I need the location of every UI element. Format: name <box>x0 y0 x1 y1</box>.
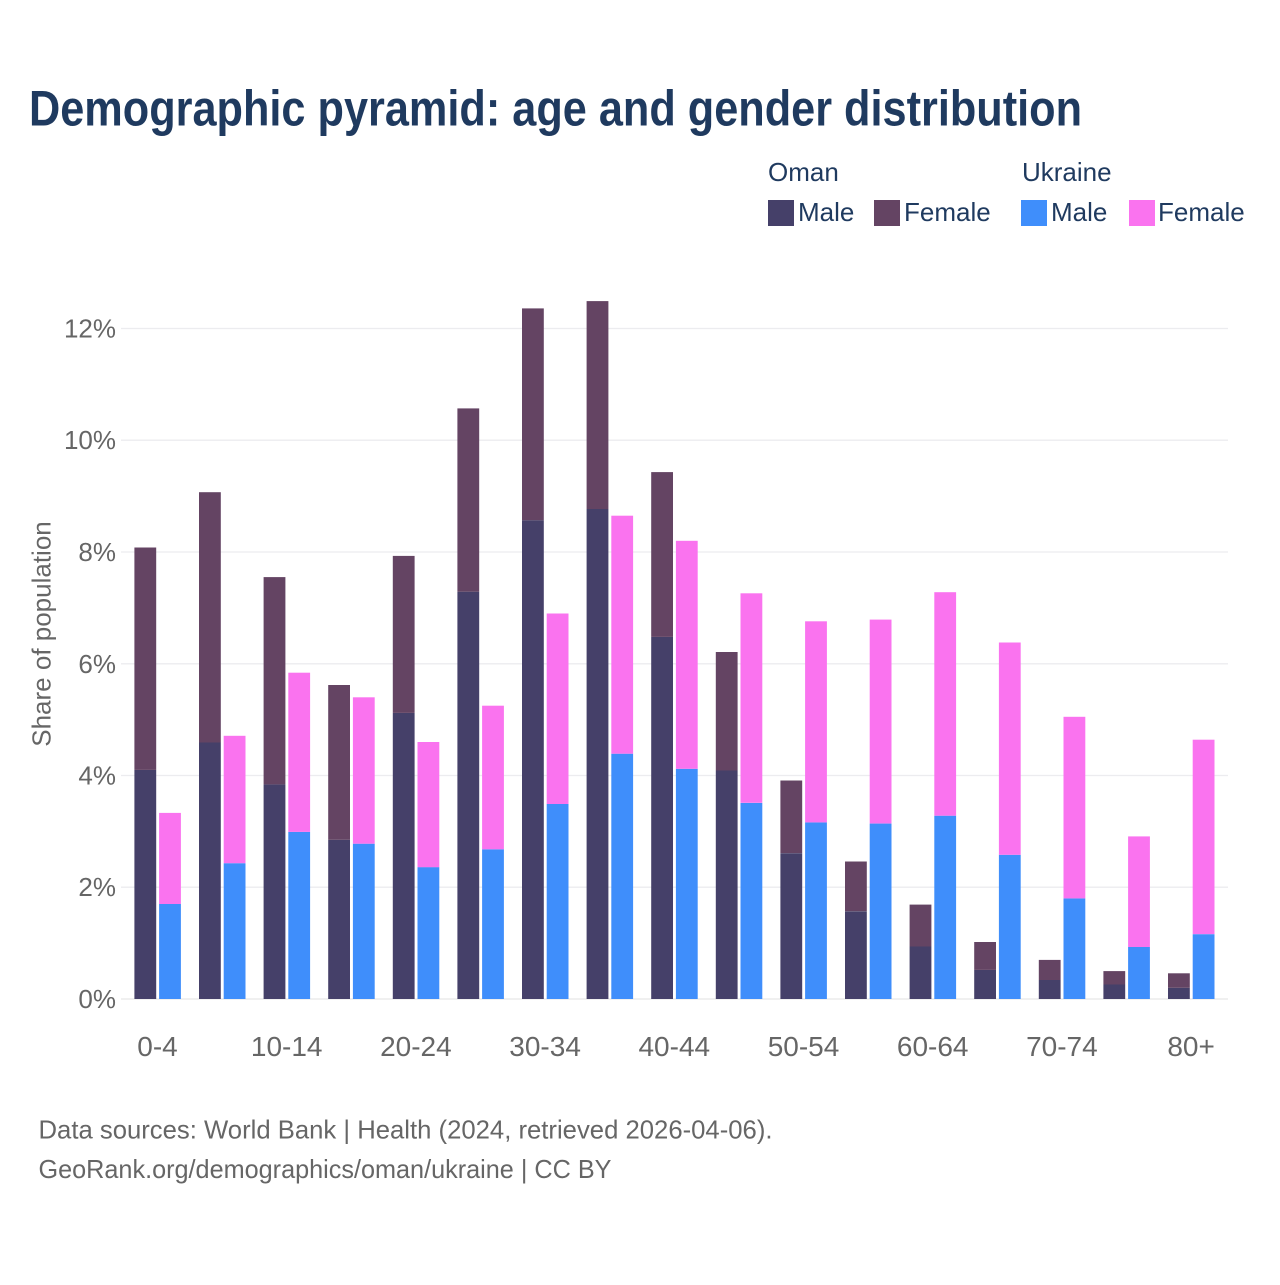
svg-text:0-4: 0-4 <box>137 1031 177 1062</box>
svg-text:10%: 10% <box>64 425 116 455</box>
svg-text:10-14: 10-14 <box>251 1031 323 1062</box>
svg-text:Data sources: World Bank | Hea: Data sources: World Bank | Health (2024,… <box>39 1114 773 1144</box>
svg-text:8%: 8% <box>78 537 116 567</box>
svg-text:Female: Female <box>904 197 991 227</box>
svg-text:GeoRank.org/demographics/oman/: GeoRank.org/demographics/oman/ukraine | … <box>39 1154 612 1184</box>
svg-text:70-74: 70-74 <box>1026 1031 1098 1062</box>
svg-text:30-34: 30-34 <box>509 1031 581 1062</box>
svg-text:60-64: 60-64 <box>897 1031 969 1062</box>
svg-text:4%: 4% <box>78 761 116 791</box>
svg-text:50-54: 50-54 <box>768 1031 840 1062</box>
svg-text:Male: Male <box>798 197 854 227</box>
svg-text:40-44: 40-44 <box>638 1031 710 1062</box>
svg-text:6%: 6% <box>78 649 116 679</box>
svg-text:2%: 2% <box>78 872 116 902</box>
svg-text:80+: 80+ <box>1167 1031 1215 1062</box>
svg-text:20-24: 20-24 <box>380 1031 452 1062</box>
svg-text:Male: Male <box>1051 197 1107 227</box>
svg-text:Female: Female <box>1158 197 1245 227</box>
svg-text:12%: 12% <box>64 314 116 344</box>
svg-text:Ukraine: Ukraine <box>1022 157 1112 187</box>
svg-text:Demographic pyramid: age and g: Demographic pyramid: age and gender dist… <box>29 81 1082 137</box>
svg-text:Share of population: Share of population <box>27 521 57 747</box>
svg-text:0%: 0% <box>78 984 116 1014</box>
svg-text:Oman: Oman <box>768 157 839 187</box>
